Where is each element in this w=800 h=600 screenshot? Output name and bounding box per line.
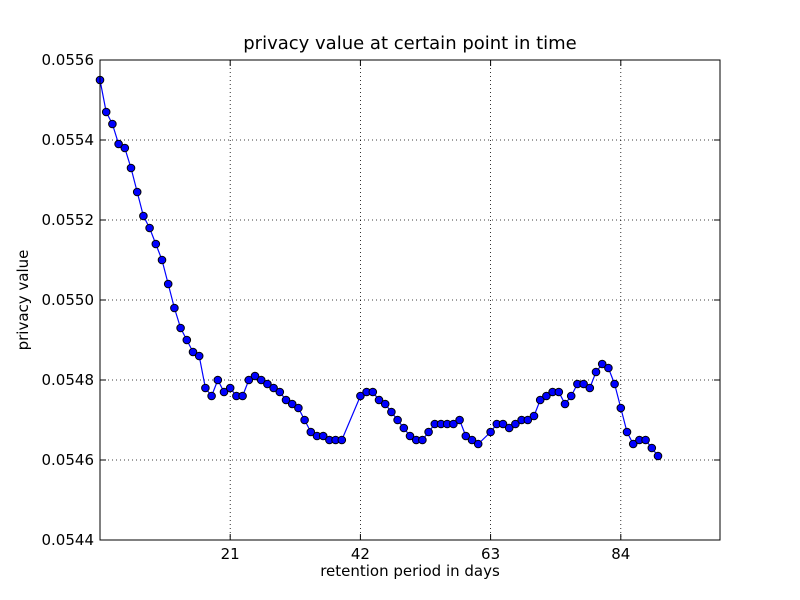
data-point xyxy=(151,239,161,249)
data-point xyxy=(188,347,198,357)
data-point xyxy=(529,411,539,421)
data-point xyxy=(585,383,595,393)
data-point xyxy=(225,383,235,393)
data-point xyxy=(523,415,533,425)
data-point xyxy=(207,391,216,401)
data-point xyxy=(467,435,477,445)
data-point xyxy=(560,399,570,409)
data-point xyxy=(535,395,545,405)
data-point xyxy=(194,351,204,361)
data-point xyxy=(418,435,427,445)
y-tick-label: 0.0554 xyxy=(42,131,95,149)
data-point xyxy=(368,387,378,397)
data-point xyxy=(405,431,415,441)
data-point xyxy=(281,395,291,405)
data-point xyxy=(616,403,626,413)
data-point xyxy=(300,415,309,425)
chart-title: privacy value at certain point in time xyxy=(243,33,577,54)
data-point xyxy=(306,427,316,437)
x-axis-label: retention period in days xyxy=(320,562,500,580)
y-tick-label: 0.0552 xyxy=(42,211,95,229)
data-point xyxy=(473,439,483,449)
data-point xyxy=(393,415,402,425)
y-tick-label: 0.0548 xyxy=(42,371,95,389)
data-point xyxy=(263,379,272,389)
data-point xyxy=(579,379,588,389)
data-point xyxy=(610,379,619,389)
data-point xyxy=(157,255,167,265)
data-point xyxy=(256,375,266,385)
y-axis-label: privacy value xyxy=(14,250,32,351)
data-point xyxy=(318,431,328,441)
data-point xyxy=(269,383,278,393)
x-tick-label: 63 xyxy=(481,545,500,563)
data-point xyxy=(244,375,254,385)
axis-ticks: 21 42 63 84 0.0544 0.0546 0.0548 0.0550 0.0552 0.… xyxy=(42,51,720,563)
data-point xyxy=(114,139,123,149)
data-point xyxy=(108,119,117,129)
data-point xyxy=(139,211,148,221)
data-point xyxy=(461,431,471,441)
series-privacy-value xyxy=(95,75,663,461)
data-point xyxy=(653,451,663,461)
data-point xyxy=(120,143,130,153)
data-point xyxy=(356,391,365,401)
data-point xyxy=(455,415,464,425)
y-tick-label: 0.0550 xyxy=(42,291,95,309)
data-point xyxy=(250,371,260,381)
data-point xyxy=(145,223,154,233)
y-tick-label: 0.0544 xyxy=(42,531,95,549)
y-tick-label: 0.0546 xyxy=(42,451,95,469)
data-point xyxy=(641,435,650,445)
data-point xyxy=(374,395,384,405)
data-point xyxy=(542,391,551,401)
data-point xyxy=(597,359,607,369)
data-point xyxy=(511,419,520,429)
data-point xyxy=(337,435,347,445)
data-point xyxy=(201,383,210,393)
data-point xyxy=(213,375,223,385)
data-point xyxy=(132,187,142,197)
data-point xyxy=(604,363,613,373)
data-point xyxy=(449,419,458,429)
data-point xyxy=(182,335,192,345)
data-point xyxy=(275,387,285,397)
data-point xyxy=(380,399,390,409)
data-point xyxy=(424,427,433,437)
x-tick-label: 21 xyxy=(221,545,240,563)
data-point xyxy=(504,423,514,433)
data-point xyxy=(647,443,657,453)
data-point xyxy=(126,163,136,173)
data-point xyxy=(498,419,508,429)
data-point xyxy=(101,107,111,117)
data-point xyxy=(287,399,297,409)
data-point xyxy=(387,407,396,417)
data-point xyxy=(176,323,185,333)
data-point xyxy=(163,279,173,289)
data-point xyxy=(170,303,179,313)
data-point xyxy=(219,387,229,397)
data-point xyxy=(486,427,495,437)
data-point xyxy=(294,403,303,413)
x-tick-label: 84 xyxy=(611,545,630,563)
data-point xyxy=(399,423,409,433)
y-tick-label: 0.0556 xyxy=(42,51,95,69)
grid-lines xyxy=(100,60,720,540)
x-tick-label: 42 xyxy=(351,545,370,563)
data-point xyxy=(628,439,638,449)
data-point xyxy=(566,391,576,401)
data-point xyxy=(622,427,632,437)
data-point xyxy=(238,391,247,401)
data-point xyxy=(591,367,601,377)
data-point xyxy=(554,387,564,397)
